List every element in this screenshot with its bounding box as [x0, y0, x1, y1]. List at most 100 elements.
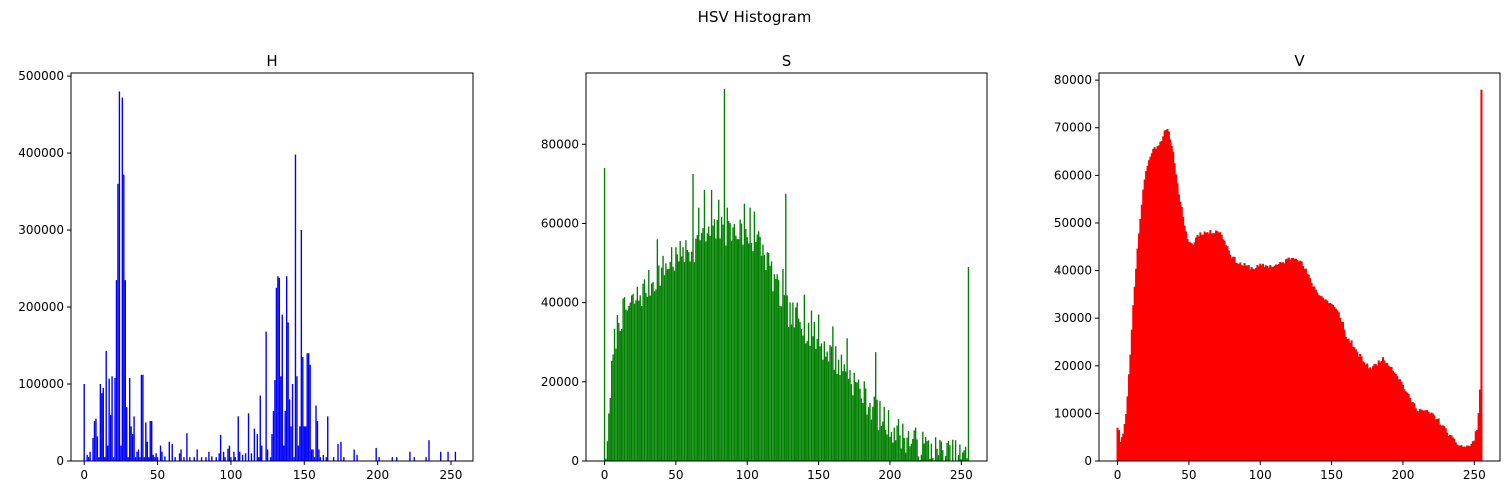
histogram-bar — [218, 453, 220, 461]
histogram-bar — [1350, 340, 1353, 461]
histogram-bar — [293, 457, 295, 461]
histogram-bar — [944, 455, 947, 461]
histogram-bar — [608, 413, 610, 461]
histogram-bar — [729, 223, 731, 461]
histogram-bar — [1127, 374, 1130, 461]
histogram-bar — [143, 457, 146, 461]
histogram-bar — [1296, 259, 1299, 461]
histogram-bar — [193, 457, 195, 461]
histogram-bar — [693, 262, 696, 461]
histogram-bar — [672, 266, 674, 461]
histogram-bar — [606, 441, 609, 461]
x-tick-label: 0 — [1114, 468, 1122, 482]
histogram-bar — [208, 451, 210, 461]
histogram-bar — [307, 353, 310, 461]
histogram-bar — [1307, 274, 1310, 461]
histogram-bar — [880, 425, 883, 461]
histogram-bar — [1399, 379, 1402, 461]
histogram-bar — [1353, 347, 1356, 461]
histogram-bar — [632, 293, 634, 461]
subplot-title: S — [782, 52, 792, 70]
histogram-bar — [716, 219, 718, 461]
histogram-bar — [845, 371, 847, 461]
histogram-bar — [1166, 129, 1169, 462]
subplot-title: H — [266, 52, 277, 70]
histogram-bar — [1451, 437, 1454, 461]
histogram-bar — [730, 240, 733, 461]
histogram-bar — [1232, 256, 1235, 461]
histogram-bar — [375, 447, 377, 461]
histogram-bar — [708, 226, 710, 461]
histogram-bar — [396, 457, 398, 461]
histogram-bar — [1297, 261, 1300, 461]
histogram-bar — [1327, 303, 1330, 461]
histogram-bar — [740, 223, 743, 461]
histogram-bar — [665, 263, 667, 461]
histogram-bar — [628, 305, 630, 461]
y-tick-label: 10000 — [1054, 406, 1092, 420]
histogram-bar — [1460, 445, 1463, 461]
histogram-bar — [826, 351, 828, 461]
histogram-bar — [1119, 441, 1122, 461]
histogram-bar — [153, 457, 156, 461]
histogram-bar — [1286, 258, 1289, 461]
histogram-bar — [159, 445, 162, 461]
histogram-bar — [709, 236, 711, 461]
histogram-bar — [1436, 419, 1439, 461]
histogram-bar — [1467, 445, 1470, 461]
histogram-bar — [1374, 364, 1377, 461]
histogram-bar — [1257, 266, 1260, 461]
histogram-bar — [1352, 346, 1355, 461]
histogram-bar — [391, 457, 393, 461]
histogram-bar — [872, 406, 874, 461]
histogram-bar — [1381, 357, 1384, 461]
histogram-bar — [797, 318, 800, 461]
histogram-bar — [1414, 408, 1417, 461]
histogram-bar — [1369, 367, 1372, 461]
histogram-bar — [779, 305, 781, 461]
histogram-bar — [739, 219, 741, 461]
histogram-bar — [1153, 147, 1156, 461]
histogram-bars — [83, 91, 457, 462]
histogram-bar — [156, 457, 159, 461]
histogram-bar — [280, 376, 282, 461]
histogram-bar — [337, 444, 339, 461]
histogram-bar — [954, 440, 957, 461]
x-tick-label: 200 — [366, 468, 389, 482]
x-tick-label: 50 — [1181, 468, 1196, 482]
histogram-bar — [715, 238, 717, 461]
histogram-bar — [1302, 266, 1305, 461]
histogram-bar — [728, 221, 730, 461]
histogram-bar — [616, 315, 619, 461]
histogram-bar — [161, 451, 163, 461]
histogram-bar — [222, 451, 225, 461]
histogram-bar — [142, 374, 144, 461]
histogram-bar — [699, 240, 701, 461]
histogram-bar — [1420, 409, 1423, 461]
histogram-bar — [783, 295, 786, 461]
histogram-bar — [261, 445, 263, 461]
y-tick-label: 20000 — [1054, 359, 1092, 373]
histogram-bar — [137, 449, 140, 461]
histogram-bar — [929, 458, 931, 461]
histogram-bar — [114, 377, 116, 461]
histogram-bar — [1342, 321, 1345, 461]
histogram-bar — [626, 310, 629, 461]
x-tick-label: 150 — [1320, 468, 1343, 482]
histogram-bar — [920, 454, 923, 461]
histogram-bar — [930, 443, 933, 461]
histogram-bar — [1347, 338, 1350, 461]
histogram-bar — [1391, 370, 1394, 461]
histogram-bar — [106, 445, 109, 461]
histogram-bar — [882, 421, 884, 461]
histogram-bar — [756, 234, 758, 461]
histogram-bar — [300, 230, 303, 461]
histogram-bar — [272, 410, 275, 461]
histogram-bar — [155, 453, 157, 461]
histogram-bar — [183, 457, 185, 461]
histogram-bar — [288, 399, 291, 461]
histogram-bar — [669, 261, 671, 461]
histogram-bar — [224, 457, 226, 461]
histogram-bar — [1186, 238, 1189, 461]
histogram-bar — [688, 252, 690, 461]
